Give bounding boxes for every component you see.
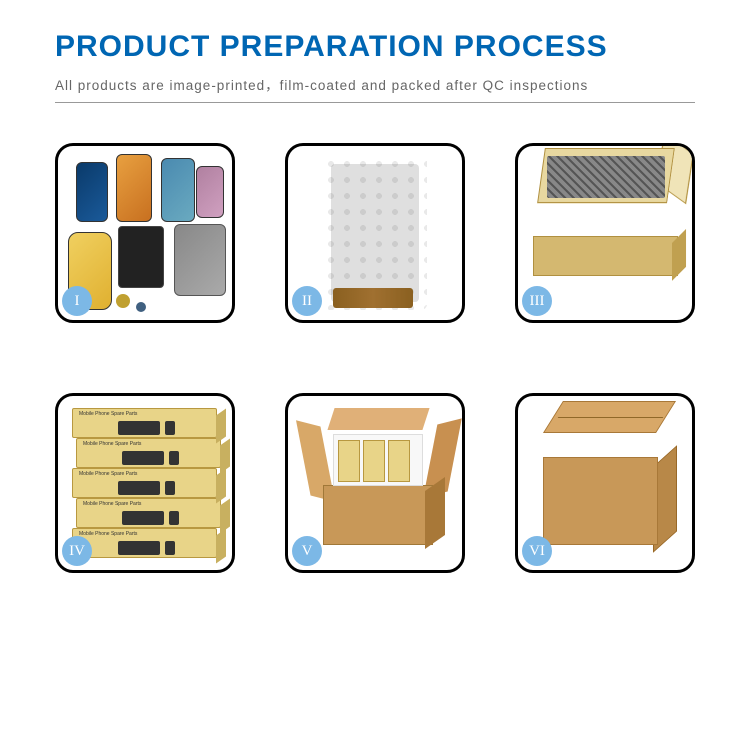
step-cell-1: I bbox=[55, 143, 235, 323]
step-badge-2: II bbox=[292, 286, 322, 316]
divider bbox=[55, 102, 695, 103]
page-title: PRODUCT PREPARATION PROCESS bbox=[55, 30, 695, 64]
step-badge-5: V bbox=[292, 536, 322, 566]
step-cell-4: Mobile Phone Spare Parts Mobile Phone Sp… bbox=[55, 393, 235, 573]
step-cell-3: III bbox=[515, 143, 695, 323]
step-badge-4: IV bbox=[62, 536, 92, 566]
step-badge-3: III bbox=[522, 286, 552, 316]
step-badge-6: VI bbox=[522, 536, 552, 566]
step-badge-1: I bbox=[62, 286, 92, 316]
step-cell-2: II bbox=[285, 143, 465, 323]
steps-grid: I II III Mobile Phone Spare Parts Mobile bbox=[55, 143, 695, 573]
page-subtitle: All products are image-printed，film-coat… bbox=[55, 74, 695, 94]
step-cell-5: V bbox=[285, 393, 465, 573]
step-cell-6: VI bbox=[515, 393, 695, 573]
